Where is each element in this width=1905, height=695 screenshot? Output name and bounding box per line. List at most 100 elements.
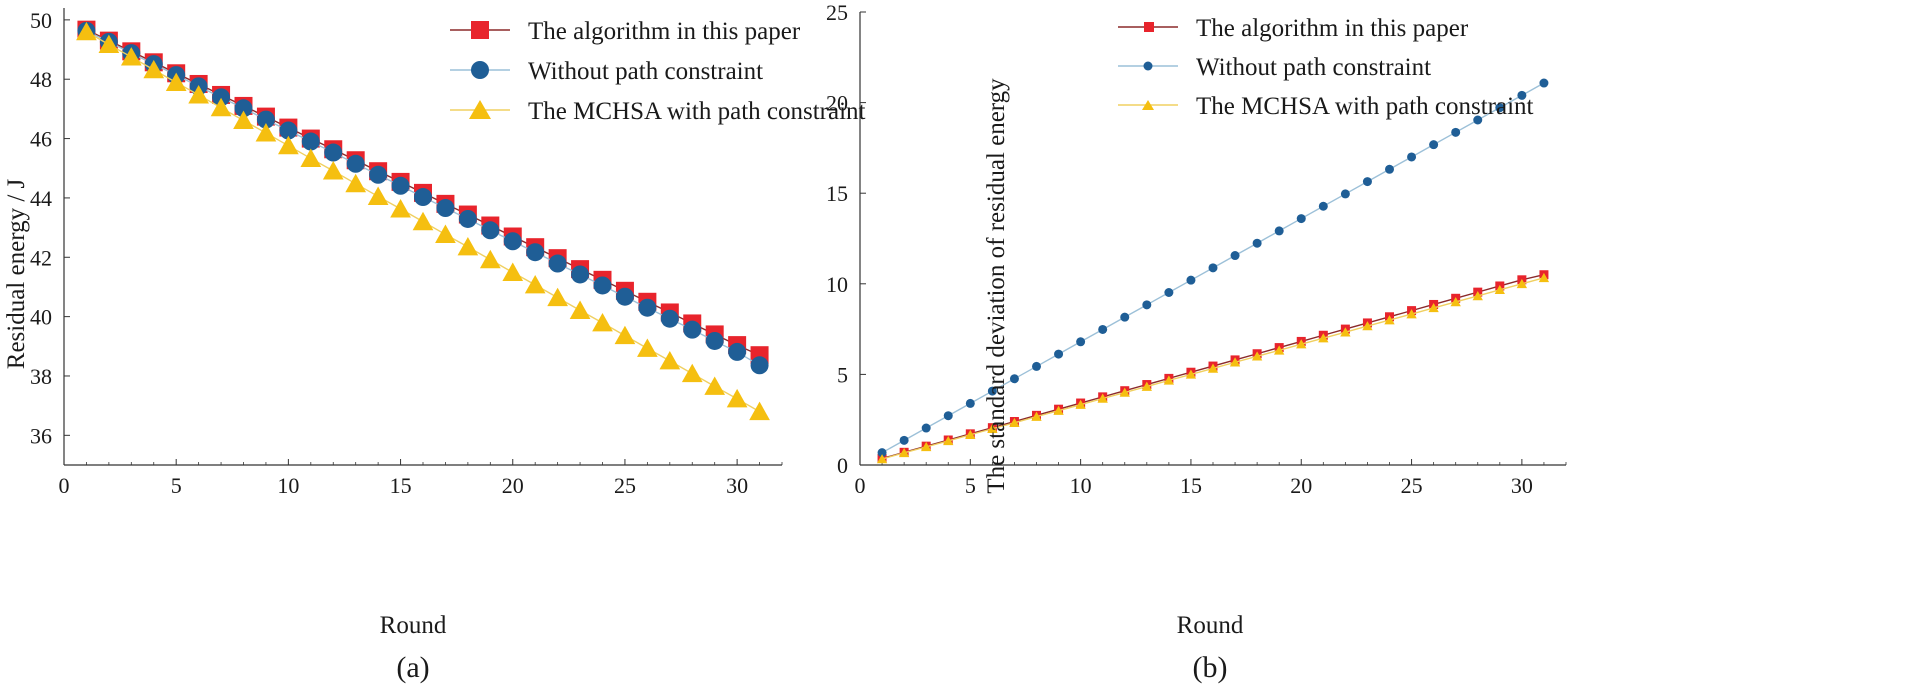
chart-a-legend: The algorithm in this paper Without path…	[450, 18, 866, 125]
x-tick-label: 30	[1511, 473, 1533, 498]
chart-b-axes	[859, 11, 1567, 466]
data-point-triangle	[1362, 321, 1373, 331]
y-tick-label: 10	[826, 272, 848, 297]
data-point-circle	[1142, 300, 1152, 310]
data-point-triangle	[1340, 327, 1351, 337]
data-point-circle	[1274, 226, 1284, 236]
x-tick-label: 20	[502, 473, 524, 498]
chart-a-legend-entry-2: The MCHSA with path constraint	[450, 98, 866, 125]
y-tick-label: 48	[30, 67, 52, 92]
y-tick-label: 42	[30, 245, 52, 270]
data-point-circle	[1318, 201, 1328, 211]
data-point-triangle	[1251, 351, 1263, 361]
data-point-triangle	[1296, 339, 1307, 349]
y-tick-label: 25	[826, 0, 848, 25]
data-point-triangle	[1428, 302, 1439, 313]
data-point-triangle	[1274, 345, 1285, 355]
data-point-triangle	[412, 211, 434, 231]
data-point-triangle	[1119, 387, 1130, 397]
data-point-circle	[369, 165, 388, 184]
data-point-triangle	[704, 376, 726, 395]
data-point-triangle	[1450, 296, 1461, 307]
data-point-circle	[683, 320, 702, 339]
data-point-circle	[1473, 115, 1483, 125]
x-tick-label: 30	[726, 473, 748, 498]
data-point-circle	[436, 199, 455, 218]
data-point-triangle	[98, 34, 120, 54]
y-tick-label: 38	[30, 364, 52, 389]
x-tick-label: 10	[277, 473, 299, 498]
data-point-circle	[987, 386, 997, 396]
x-tick-label: 0	[59, 473, 70, 498]
data-point-triangle	[524, 274, 546, 294]
x-tick-label: 20	[1290, 473, 1312, 498]
data-point-triangle	[1538, 272, 1550, 283]
chart-b-ylabel: The standard deviation of residual energ…	[983, 78, 1010, 494]
data-point-circle	[458, 209, 477, 228]
data-point-triangle	[345, 173, 367, 193]
data-point-circle	[1539, 78, 1549, 88]
data-point-triangle	[188, 85, 209, 104]
chart-b-legend-label-1: Without path constraint	[1196, 54, 1431, 81]
y-tick-label: 50	[30, 8, 52, 33]
chart-b-legend-label-2: The MCHSA with path constraint	[1196, 93, 1534, 120]
data-point-triangle	[569, 300, 591, 319]
data-point-circle	[593, 276, 612, 295]
data-point-circle	[638, 298, 657, 317]
x-tick-label: 0	[855, 473, 866, 498]
chart-a-ylabel: Residual energy / J	[3, 178, 30, 369]
data-point-circle	[1076, 337, 1086, 347]
data-point-triangle	[1384, 315, 1395, 325]
data-point-circle	[256, 110, 275, 129]
y-tick-label: 36	[30, 423, 52, 448]
chart-b-legend-entry-0: The algorithm in this paper	[1118, 15, 1469, 42]
data-point-triangle	[255, 123, 277, 142]
data-point-triangle	[592, 312, 613, 332]
data-point-triangle	[300, 148, 322, 168]
data-point-circle	[212, 88, 231, 107]
x-tick-label: 15	[1180, 473, 1202, 498]
chart-a-caption: (a)	[396, 651, 429, 684]
data-point-circle	[750, 356, 769, 375]
data-point-triangle	[390, 199, 411, 218]
data-point-circle	[877, 448, 887, 458]
data-point-circle	[526, 243, 545, 262]
data-point-circle	[921, 423, 931, 433]
data-point-triangle	[1031, 411, 1042, 421]
chart-b-legend: The algorithm in this paper Without path…	[1118, 15, 1534, 120]
y-tick-label: 5	[837, 362, 848, 387]
chart-b-legend-entry-1: Without path constraint	[1118, 54, 1431, 81]
data-point-triangle	[965, 429, 976, 440]
data-point-circle	[481, 221, 500, 240]
data-point-triangle	[898, 447, 910, 458]
data-point-circle	[279, 121, 298, 140]
y-tick-label: 40	[30, 305, 52, 330]
y-tick-label: 15	[826, 181, 848, 206]
data-point-triangle	[479, 249, 501, 269]
data-point-circle	[1340, 189, 1350, 199]
data-point-triangle	[726, 388, 748, 408]
data-point-triangle	[1009, 417, 1020, 428]
x-tick-label: 25	[614, 473, 636, 498]
data-point-circle	[1032, 361, 1041, 371]
chart-b: 0 5 10 15 20 25 30 0 5 10 15 20 25 Round The standar…	[826, 0, 1567, 684]
data-point-triangle	[76, 21, 97, 41]
data-point-triangle	[1163, 375, 1175, 385]
data-point-circle	[1208, 263, 1218, 273]
data-point-triangle	[120, 47, 142, 66]
data-point-triangle	[614, 325, 636, 345]
data-point-triangle	[502, 262, 524, 281]
data-point-circle	[571, 265, 590, 284]
x-tick-label: 25	[1401, 473, 1423, 498]
x-tick-label: 5	[965, 473, 976, 498]
data-point-circle	[503, 232, 522, 251]
data-point-triangle	[367, 186, 389, 205]
data-point-triangle	[1406, 309, 1417, 319]
data-point-circle	[391, 176, 410, 195]
data-point-triangle	[1229, 357, 1241, 367]
x-tick-label: 15	[390, 473, 412, 498]
data-point-circle	[1009, 374, 1019, 384]
data-point-circle	[965, 398, 975, 408]
chart-b-series	[876, 78, 1550, 464]
